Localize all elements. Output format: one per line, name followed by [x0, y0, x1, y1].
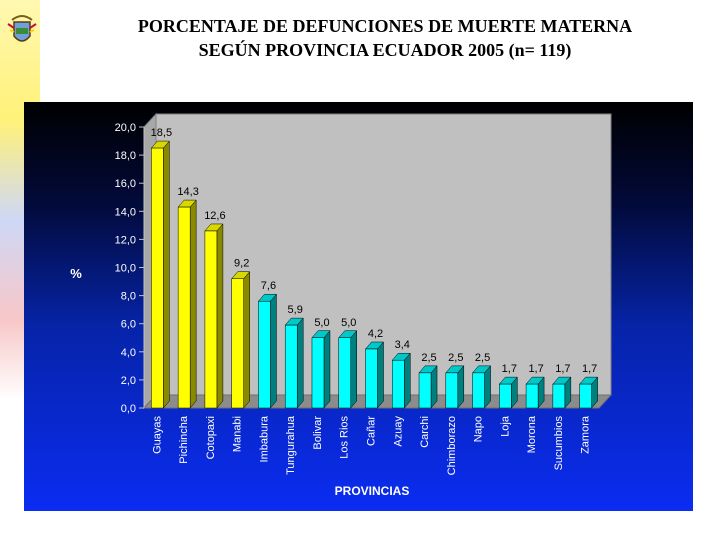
bar-value-label: 7,6 — [261, 280, 276, 292]
bar-value-label: 9,2 — [234, 258, 249, 270]
x-axis-label: PROVINCIAS — [335, 484, 410, 498]
x-tick-label: Manabi — [232, 416, 244, 452]
bar — [472, 372, 485, 409]
bar-value-label: 1,7 — [528, 363, 543, 375]
bar — [392, 359, 405, 409]
bar-side — [377, 341, 384, 409]
bar-side — [323, 330, 331, 409]
bar-value-label: 1,7 — [582, 363, 597, 375]
bar-value-label: 5,0 — [341, 317, 356, 329]
bar — [284, 324, 298, 409]
bar — [338, 337, 351, 409]
page-title: PORCENTAJE DE DEFUNCIONES DE MUERTE MATE… — [60, 14, 710, 62]
bar — [499, 383, 512, 409]
x-tick-label: Azuay — [392, 416, 404, 447]
bar — [445, 372, 459, 409]
x-tick-label: Morona — [526, 415, 538, 453]
x-tick-label: Cotopaxi — [205, 416, 217, 459]
bar — [204, 230, 218, 409]
x-tick-label: Tungurahua — [285, 415, 297, 475]
x-tick-label: Chimborazo — [446, 416, 458, 475]
bar-value-label: 1,7 — [502, 363, 517, 375]
y-tick-label: 0,0 — [121, 403, 136, 415]
bar-side — [216, 223, 224, 409]
y-tick-label: 20,0 — [115, 122, 136, 134]
bar-value-label: 5,9 — [288, 304, 303, 316]
bar-value-label: 5,0 — [314, 317, 329, 329]
bar-side — [404, 352, 411, 409]
bar-value-label: 14,3 — [177, 186, 198, 198]
bar-value-label: 4,2 — [368, 328, 383, 340]
y-tick-label: 14,0 — [115, 206, 136, 218]
bar — [579, 383, 592, 409]
chart-panel: 0,0 2,0 4,0 6,0 8,0 10,0 12,0 14,0 16,0 18,0 20,0%… — [24, 102, 693, 511]
bar-side — [243, 271, 250, 409]
title-line-2: SEGÚN PROVINCIA ECUADOR 2005 (n= 119) — [198, 40, 572, 60]
bar — [311, 337, 325, 409]
bar — [258, 300, 271, 409]
bar-side — [296, 317, 304, 409]
bar-chart: 0,0 2,0 4,0 6,0 8,0 10,0 12,0 14,0 16,0 18,0 20,0%… — [70, 112, 613, 498]
x-tick-label: Carchi — [419, 416, 431, 448]
bar-value-label: 12,6 — [204, 210, 225, 222]
coat-of-arms-icon — [7, 15, 37, 42]
bar-side — [350, 330, 357, 409]
y-tick-label: 6,0 — [121, 319, 136, 331]
bar — [552, 383, 566, 409]
bar-value-label: 2,5 — [448, 352, 463, 364]
bar-value-label: 3,4 — [395, 339, 410, 351]
x-tick-label: Zamora — [580, 415, 592, 454]
bar — [231, 278, 244, 409]
x-tick-label: Los Rios — [339, 416, 351, 459]
y-tick-label: 8,0 — [121, 291, 136, 303]
y-tick-label: 4,0 — [121, 347, 136, 359]
bar-value-label: 2,5 — [421, 352, 436, 364]
x-tick-label: Bolivar — [312, 416, 324, 450]
y-tick-label: 12,0 — [115, 234, 136, 246]
x-tick-label: Cañar — [366, 416, 378, 446]
bar — [365, 348, 378, 409]
x-tick-label: Napo — [473, 416, 485, 442]
x-tick-label: Sucumbios — [553, 416, 565, 471]
y-axis-label: % — [70, 266, 82, 281]
bar — [525, 383, 539, 409]
bar — [151, 147, 164, 409]
x-tick-label: Guayas — [151, 416, 163, 454]
bar-side — [163, 140, 170, 409]
x-tick-label: Imbabura — [258, 415, 270, 462]
bar-value-label: 18,5 — [151, 127, 172, 139]
bar-side — [270, 293, 277, 409]
bar — [177, 206, 191, 409]
x-tick-label: Pichincha — [178, 415, 190, 464]
bar-value-label: 2,5 — [475, 352, 490, 364]
y-tick-label: 16,0 — [115, 178, 136, 190]
y-tick-label: 18,0 — [115, 150, 136, 162]
x-tick-label: Loja — [499, 415, 511, 437]
bar-side — [189, 199, 197, 409]
y-tick-label: 10,0 — [115, 263, 136, 275]
bar — [418, 372, 432, 409]
title-line-1: PORCENTAJE DE DEFUNCIONES DE MUERTE MATE… — [137, 16, 633, 36]
y-tick-label: 2,0 — [121, 375, 136, 387]
bar-value-label: 1,7 — [555, 363, 570, 375]
